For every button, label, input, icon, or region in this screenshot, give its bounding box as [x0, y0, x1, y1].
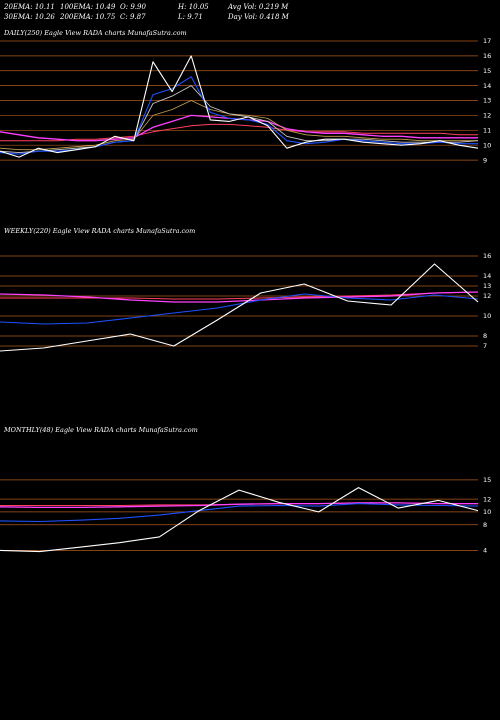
ema100-readout: 100EMA: 10.49 — [60, 3, 116, 11]
ema30-readout: 30EMA: 10.26 — [4, 13, 55, 21]
y-tick-label: 12 — [483, 495, 491, 503]
high-readout: H: 10.05 — [178, 3, 209, 11]
y-tick-label: 10 — [483, 312, 491, 320]
ema50-line — [0, 100, 478, 151]
y-tick-label: 13 — [483, 282, 491, 290]
y-tick-label: 11 — [483, 127, 491, 135]
close-readout: C: 9.87 — [120, 13, 146, 21]
y-tick-label: 16 — [483, 52, 491, 60]
y-tick-label: 8 — [483, 521, 487, 529]
y-tick-label: 10 — [483, 508, 491, 516]
day-vol-readout: Day Vol: 0.418 M — [228, 13, 289, 21]
avg-vol-readout: Avg Vol: 0.219 M — [228, 3, 289, 11]
weekly-panel-title: WEEKLY(220) Eagle View RADA charts Munaf… — [4, 227, 196, 235]
y-tick-label: 10 — [483, 141, 491, 149]
y-tick-label: 4 — [483, 547, 487, 555]
open-readout: O: 9.90 — [120, 3, 146, 11]
y-tick-label: 14 — [483, 272, 491, 280]
y-tick-label: 14 — [483, 82, 491, 90]
ema100-line — [0, 502, 478, 509]
weekly-chart: 7 8 10 12 13 14 16 — [0, 252, 491, 352]
ema100-line — [0, 291, 479, 303]
daily-panel-title: DAILY(250) Eagle View RADA charts Munafa… — [4, 29, 187, 37]
y-tick-label: 16 — [483, 252, 491, 260]
ema20-line — [0, 293, 479, 325]
ema20-line — [0, 503, 479, 523]
monthly-chart: 4 8 10 12 15 — [0, 476, 491, 555]
monthly-panel-title: MONTHLY(48) Eagle View RADA charts Munaf… — [4, 426, 198, 434]
low-readout: L: 9.71 — [178, 13, 203, 21]
y-tick-label: 8 — [483, 332, 487, 340]
y-tick-label: 15 — [483, 67, 491, 75]
y-tick-label: 13 — [483, 97, 491, 105]
y-tick-label: 15 — [483, 476, 491, 484]
y-tick-label: 12 — [483, 292, 491, 300]
ema200-readout: 200EMA: 10.75 — [60, 13, 116, 21]
y-tick-label: 7 — [483, 342, 487, 350]
y-tick-label: 9 — [483, 156, 487, 164]
price-line — [0, 55, 479, 158]
y-tick-label: 12 — [483, 112, 491, 120]
daily-chart: 9 10 11 12 13 14 15 16 17 — [0, 37, 491, 164]
ema200-line — [0, 291, 479, 300]
y-tick-label: 17 — [483, 37, 491, 45]
price-line — [0, 487, 479, 553]
ema30-line — [0, 85, 479, 154]
ema20-readout: 20EMA: 10.11 — [4, 3, 55, 11]
price-line — [0, 263, 479, 352]
ema200-line — [0, 123, 478, 142]
